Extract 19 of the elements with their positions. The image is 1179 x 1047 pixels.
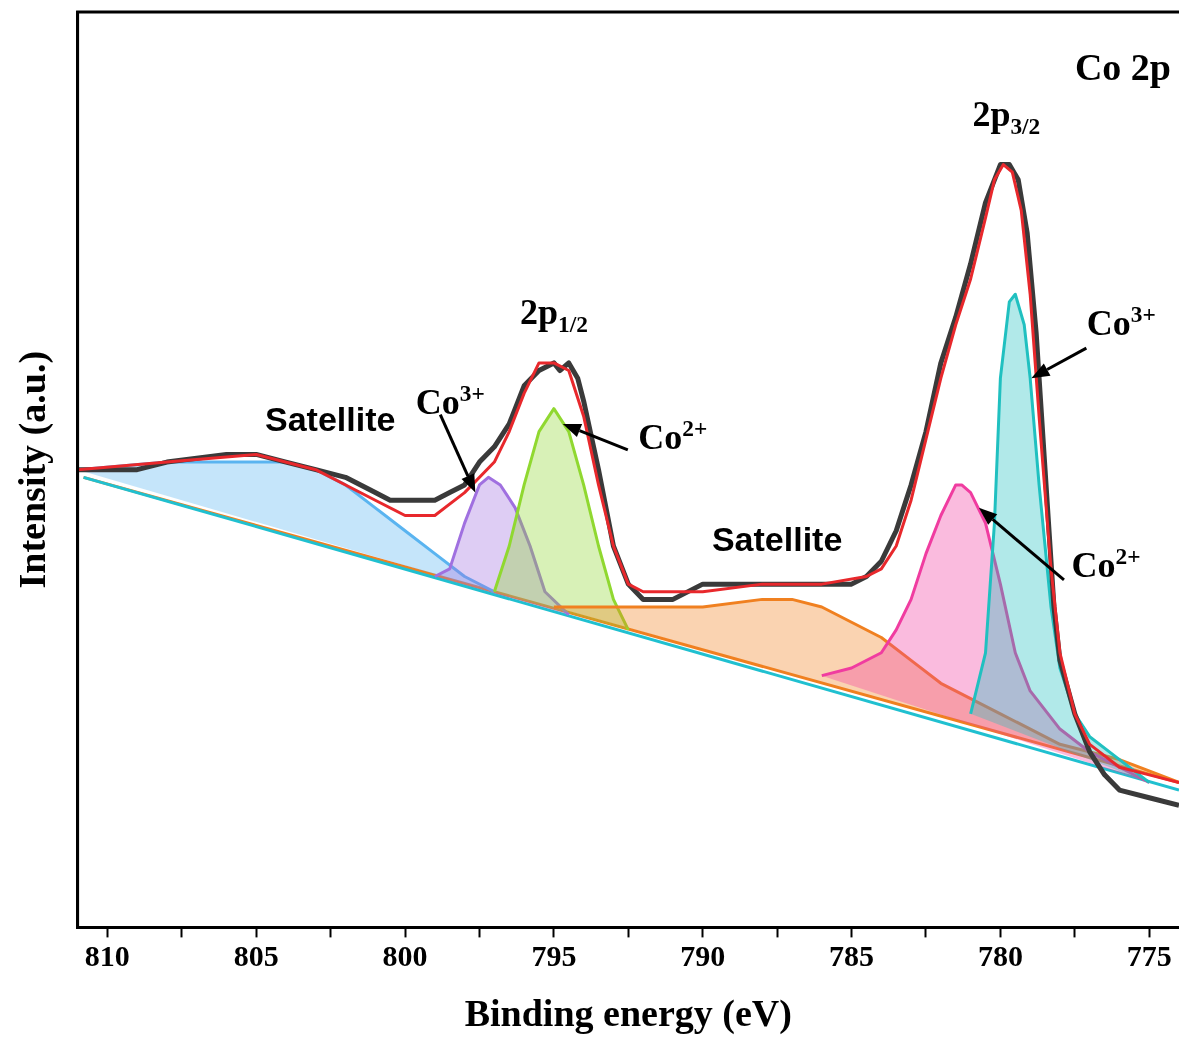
annotation: Satellite — [265, 400, 396, 439]
x-tick-label: 795 — [531, 939, 577, 973]
annotation: 2p$_{1/2}$ — [519, 291, 588, 337]
annotation: Co$^{2+}$ — [1071, 542, 1141, 585]
text: Co 2p — [1074, 46, 1171, 88]
x-tick-label: 780 — [977, 939, 1023, 973]
annotation: Co$^{2+}$ — [638, 414, 708, 457]
annotation: 2p$_{3/2}$ — [972, 93, 1041, 139]
annotation: Satellite — [711, 520, 843, 559]
x-tick-label: 800 — [382, 939, 428, 973]
x-tick-label: 805 — [233, 939, 279, 973]
x-tick-label: 785 — [829, 939, 875, 973]
x-tick-label: 790 — [680, 939, 726, 973]
annotation: Co$^{3+}$ — [415, 379, 485, 422]
x-tick-label: 810 — [84, 939, 130, 973]
y-axis-title: Intensity (a.u.) — [10, 350, 54, 589]
x-axis-title: Binding energy (eV) — [464, 992, 792, 1036]
x-tick-label: 775 — [1126, 939, 1172, 973]
annotation: Co$^{3+}$ — [1086, 301, 1156, 344]
